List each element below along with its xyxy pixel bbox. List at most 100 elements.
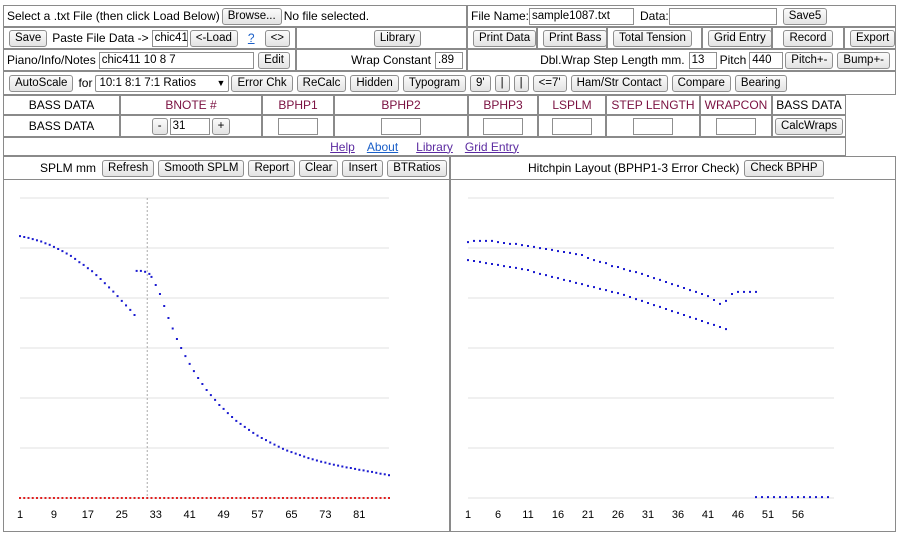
calcwraps-cell: CalcWraps <box>772 115 846 137</box>
refresh-button[interactable]: Refresh <box>102 159 155 177</box>
splm-series1-point <box>311 497 314 499</box>
splm-series0-point <box>150 275 153 278</box>
hitchpin-series1-point <box>707 322 709 325</box>
hitchpin-series1-point <box>713 323 715 326</box>
grid-entry-button[interactable]: Grid Entry <box>708 29 771 47</box>
bar-button-2[interactable]: | <box>513 74 529 92</box>
bnote-minus-button[interactable]: - <box>151 117 168 135</box>
lsplm-cell <box>538 115 606 137</box>
bphp2-cell <box>334 115 468 137</box>
browse-button[interactable]: Browse... <box>221 7 282 25</box>
swap-button[interactable]: <> <box>264 29 290 47</box>
bearing-button[interactable]: Bearing <box>734 74 787 92</box>
insert-button[interactable]: Insert <box>342 159 384 177</box>
dbl-wrap-input[interactable]: 13 <box>688 51 717 69</box>
load-button[interactable]: <-Load <box>189 29 238 47</box>
typogram-button[interactable]: Typogram <box>402 74 466 92</box>
splm-series1-point <box>286 497 289 499</box>
help-link[interactable]: Help <box>330 139 355 154</box>
help-question-link[interactable]: ? <box>247 31 255 45</box>
hitchpin-series2-point <box>821 496 823 499</box>
print-bass-button[interactable]: Print Bass <box>543 29 606 47</box>
bump-pm-button[interactable]: Bump+- <box>837 51 890 69</box>
splm-series1-point <box>265 497 267 499</box>
hitchpin-series2-point <box>809 496 811 499</box>
data-input[interactable] <box>668 7 777 25</box>
bphp3-input[interactable] <box>483 117 523 135</box>
error-chk-button[interactable]: Error Chk <box>231 74 293 92</box>
bnote-input[interactable]: 31 <box>169 117 210 135</box>
splm-series0-point <box>144 270 147 273</box>
splm-series0-point <box>209 394 212 397</box>
pitch-pm-button[interactable]: Pitch+- <box>785 51 834 69</box>
bass-row-label: BASS DATA <box>3 115 120 137</box>
report-button[interactable]: Report <box>248 159 295 177</box>
splm-series1-point <box>281 497 284 499</box>
hitchpin-series0-point <box>587 257 589 259</box>
splm-series1-point <box>324 497 327 499</box>
bphp2-input[interactable] <box>381 117 421 135</box>
splm-series1-point <box>205 497 208 499</box>
hitchpin-series0-point <box>611 265 613 268</box>
calcwraps-button[interactable]: CalcWraps <box>774 117 844 135</box>
about-link[interactable]: About <box>366 139 399 154</box>
grid-entry-link[interactable]: Grid Entry <box>464 139 519 154</box>
paste-input[interactable]: chic41: <box>151 29 188 47</box>
splm-series1-point <box>48 497 51 499</box>
splm-series1-point <box>78 497 81 499</box>
le7-foot-button[interactable]: <=7' <box>532 74 567 92</box>
splm-series0-point <box>48 243 51 246</box>
splm-series1-point <box>201 497 204 499</box>
splm-series0-point <box>260 437 263 439</box>
btratios-button[interactable]: BTRatios <box>387 159 447 177</box>
notes-input[interactable]: chic411 10 8 7 <box>98 51 255 69</box>
export-button[interactable]: Export <box>850 29 895 47</box>
wrap-constant-cell: Wrap Constant .89 <box>296 49 467 71</box>
bphp1-input[interactable] <box>278 117 318 135</box>
edit-button[interactable]: Edit <box>258 51 290 69</box>
splm-series0-point <box>362 469 365 472</box>
bar-button-1[interactable]: | <box>494 74 510 92</box>
ham-str-contact-button[interactable]: Ham/Str Contact <box>570 74 668 92</box>
hitchpin-series0-point <box>581 254 583 256</box>
record-button[interactable]: Record <box>783 29 833 47</box>
save5-button[interactable]: Save5 <box>782 7 828 25</box>
compare-button[interactable]: Compare <box>671 74 731 92</box>
clear-button[interactable]: Clear <box>298 159 339 177</box>
splm-series1-point <box>214 497 217 499</box>
lsplm-input[interactable] <box>552 117 592 135</box>
bphp1-cell <box>262 115 334 137</box>
library-button[interactable]: Library <box>373 29 421 47</box>
recalc-button[interactable]: ReCalc <box>296 74 347 92</box>
splm-series0-point <box>184 355 187 358</box>
filename-input[interactable]: sample1087.txt <box>529 7 635 25</box>
splm-series1-point <box>82 497 85 499</box>
hitchpin-title-bar <box>450 156 896 180</box>
autoscale-button[interactable]: AutoScale <box>9 74 74 92</box>
check-bphp-button[interactable]: Check BPHP <box>744 159 824 177</box>
splm-x-tick-label: 49 <box>217 509 229 521</box>
wrapcon-input[interactable] <box>716 117 756 135</box>
bnote-plus-button[interactable]: + <box>211 117 231 135</box>
ratio-select[interactable]: 10:1 8:1 7:1 Ratios ▼ <box>95 74 230 92</box>
step-length-input[interactable] <box>633 117 673 135</box>
hitchpin-series1-point <box>617 292 619 295</box>
hitchpin-series1-point <box>569 280 571 283</box>
save-button[interactable]: Save <box>9 29 48 47</box>
print-data-button[interactable]: Print Data <box>473 29 536 47</box>
smooth-splm-button[interactable]: Smooth SPLM <box>158 159 245 177</box>
splm-series0-point <box>328 462 331 465</box>
total-tension-button[interactable]: Total Tension <box>613 29 692 47</box>
splm-series0-point <box>61 250 64 253</box>
wrap-constant-input[interactable]: .89 <box>435 51 463 69</box>
splm-series0-point <box>379 472 382 475</box>
ratio-select-value: 10:1 8:1 7:1 Ratios <box>99 77 196 89</box>
hidden-button[interactable]: Hidden <box>350 74 399 92</box>
splm-series0-point <box>158 293 161 295</box>
nine-foot-button[interactable]: 9' <box>469 74 491 92</box>
splm-series1-point <box>150 497 153 499</box>
pitch-input[interactable]: 440 <box>749 51 784 69</box>
library-link[interactable]: Library <box>416 139 453 154</box>
wrap-constant-label: Wrap Constant <box>351 53 431 67</box>
record-cell: Record <box>772 27 844 49</box>
